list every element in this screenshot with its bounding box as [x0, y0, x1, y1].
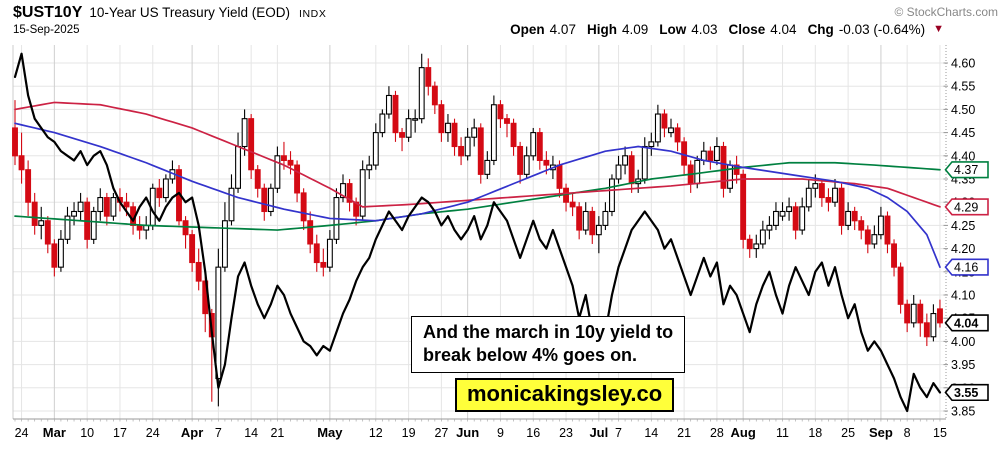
svg-text:Sep: Sep	[869, 425, 893, 440]
svg-text:25: 25	[841, 426, 855, 440]
svg-text:3.95: 3.95	[951, 358, 975, 372]
chart-title-row: $UST10Y 10-Year US Treasury Yield (EOD) …	[13, 4, 326, 22]
high-label: High	[586, 22, 617, 37]
svg-text:7: 7	[615, 426, 622, 440]
svg-text:4.04: 4.04	[954, 316, 978, 330]
svg-text:12: 12	[369, 426, 383, 440]
close-value: 4.04	[770, 22, 797, 37]
ticker-symbol: $UST10Y	[13, 4, 83, 21]
svg-text:16: 16	[526, 426, 540, 440]
svg-text:15: 15	[933, 426, 947, 440]
svg-text:10: 10	[80, 426, 94, 440]
chg-value: -0.03 (-0.64%)	[838, 22, 926, 37]
open-value: 4.07	[549, 22, 576, 37]
chart-date: 15-Sep-2025	[13, 24, 80, 36]
svg-text:23: 23	[559, 426, 573, 440]
close-label: Close	[728, 22, 766, 37]
stockcharts-copyright: © StockCharts.com	[894, 5, 998, 19]
low-label: Low	[659, 22, 687, 37]
svg-text:14: 14	[244, 426, 258, 440]
low-value: 4.03	[691, 22, 718, 37]
svg-text:4.10: 4.10	[951, 289, 975, 303]
svg-text:17: 17	[113, 426, 127, 440]
instrument-name: 10-Year US Treasury Yield (EOD)	[89, 5, 290, 20]
quote-dropdown-icon[interactable]: ▼	[933, 23, 944, 35]
svg-text:11: 11	[776, 426, 789, 440]
high-value: 4.09	[621, 22, 649, 37]
svg-text:4.40: 4.40	[951, 149, 975, 163]
svg-text:4.29: 4.29	[954, 200, 978, 214]
svg-text:21: 21	[270, 426, 284, 440]
watermark: monicakingsley.co	[455, 378, 675, 412]
svg-text:May: May	[317, 425, 343, 440]
svg-text:3.55: 3.55	[954, 386, 978, 400]
svg-text:21: 21	[677, 426, 691, 440]
annotation-line-1: And the march in 10y yield to	[423, 322, 674, 342]
svg-text:Apr: Apr	[181, 425, 203, 440]
svg-text:28: 28	[710, 426, 724, 440]
svg-text:4.16: 4.16	[954, 261, 978, 275]
svg-text:3.85: 3.85	[951, 405, 975, 419]
svg-text:4.00: 4.00	[951, 335, 975, 349]
svg-text:4.25: 4.25	[951, 219, 975, 233]
exchange-label: INDX	[298, 8, 327, 20]
svg-text:4.55: 4.55	[951, 80, 975, 94]
svg-text:27: 27	[434, 426, 448, 440]
open-label: Open	[510, 22, 545, 37]
svg-text:Jul: Jul	[589, 425, 608, 440]
svg-text:8: 8	[904, 426, 911, 440]
svg-text:4.37: 4.37	[954, 163, 978, 177]
svg-text:Jun: Jun	[456, 425, 479, 440]
ohlc-quote-bar: Open 4.07 High 4.09 Low 4.03 Close 4.04 …	[504, 22, 944, 37]
svg-text:Aug: Aug	[731, 425, 756, 440]
svg-text:4.20: 4.20	[951, 242, 975, 256]
svg-text:18: 18	[808, 426, 822, 440]
annotation-line-2: break below 4% goes on.	[423, 344, 638, 365]
svg-text:24: 24	[146, 426, 160, 440]
annotation-callout: And the march in 10y yield to break belo…	[411, 316, 686, 373]
svg-text:4.50: 4.50	[951, 103, 975, 117]
chg-label: Chg	[807, 22, 834, 37]
svg-text:9: 9	[497, 426, 504, 440]
svg-text:4.60: 4.60	[951, 57, 975, 71]
svg-text:Mar: Mar	[43, 425, 66, 440]
svg-text:24: 24	[15, 426, 29, 440]
svg-text:19: 19	[402, 426, 416, 440]
svg-text:4.45: 4.45	[951, 126, 975, 140]
svg-text:7: 7	[215, 426, 222, 440]
svg-text:14: 14	[644, 426, 658, 440]
